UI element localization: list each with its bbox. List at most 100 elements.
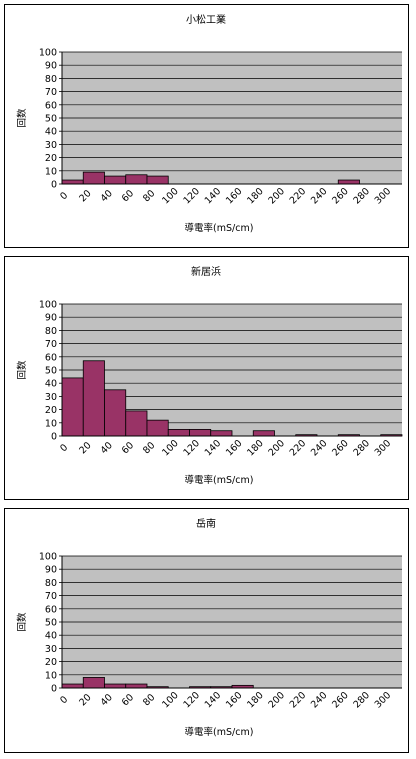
x-tick-label: 200 bbox=[266, 186, 287, 207]
x-tick-label: 0 bbox=[58, 694, 70, 706]
x-tick-label: 160 bbox=[224, 438, 245, 459]
y-tick-label: 50 bbox=[45, 618, 57, 629]
bar bbox=[61, 683, 84, 689]
x-tick-label: 280 bbox=[351, 186, 372, 207]
x-tick-label: 260 bbox=[330, 186, 351, 207]
y-tick-label: 90 bbox=[45, 61, 57, 72]
x-tick-label: 120 bbox=[181, 438, 202, 459]
x-tick-label: 260 bbox=[330, 438, 351, 459]
x-tick-label: 140 bbox=[203, 438, 224, 459]
y-tick-label: 60 bbox=[45, 100, 57, 111]
y-tick-label: 100 bbox=[39, 48, 57, 59]
x-tick-label: 280 bbox=[351, 690, 372, 711]
y-tick-label: 70 bbox=[45, 87, 57, 98]
chart-title: 岳南 bbox=[196, 517, 216, 530]
y-tick-label: 20 bbox=[45, 153, 57, 164]
x-tick-label: 220 bbox=[288, 690, 309, 711]
x-tick-label: 40 bbox=[99, 188, 115, 204]
y-tick-label: 80 bbox=[45, 578, 57, 589]
bar bbox=[104, 175, 127, 185]
chart-panel-niihama: 新居浜 0 10 20 30 40 50 60 70 80 90 100 0 20 40 60 80 100 120… bbox=[4, 256, 409, 500]
y-tick-label: 10 bbox=[45, 166, 57, 177]
x-tick-label: 240 bbox=[309, 690, 330, 711]
chart-panel-komatsu: 小松工業 0 10 20 30 40 50 60 70 80 90 100 0 20 40 60 80 100 12… bbox=[4, 4, 409, 248]
y-tick-label: 100 bbox=[39, 552, 57, 563]
x-tick-label: 280 bbox=[351, 438, 372, 459]
bar bbox=[252, 430, 275, 437]
bar bbox=[125, 683, 148, 689]
x-tick-label: 20 bbox=[77, 692, 93, 708]
x-tick-label: 300 bbox=[373, 690, 394, 711]
y-tick-label: 20 bbox=[45, 657, 57, 668]
x-tick-label: 140 bbox=[203, 186, 224, 207]
y-tick-label: 60 bbox=[45, 352, 57, 363]
x-tick-label: 200 bbox=[266, 690, 287, 711]
x-tick-label: 180 bbox=[245, 186, 266, 207]
y-tick-label: 30 bbox=[45, 644, 57, 655]
y-tick-label: 50 bbox=[45, 366, 57, 377]
bar bbox=[146, 175, 169, 185]
bar bbox=[61, 179, 84, 185]
x-tick-label: 180 bbox=[245, 438, 266, 459]
bar bbox=[337, 179, 360, 185]
x-axis-label: 導電率(mS/cm) bbox=[185, 222, 254, 234]
x-tick-label: 240 bbox=[309, 438, 330, 459]
bar bbox=[104, 683, 127, 689]
x-tick-label: 160 bbox=[224, 186, 245, 207]
bar bbox=[104, 389, 127, 437]
x-tick-label: 20 bbox=[77, 188, 93, 204]
x-tick-label: 200 bbox=[266, 438, 287, 459]
x-tick-label: 300 bbox=[373, 186, 394, 207]
x-tick-label: 80 bbox=[141, 692, 157, 708]
y-tick-label: 10 bbox=[45, 670, 57, 681]
bar bbox=[146, 419, 169, 437]
x-axis-label: 導電率(mS/cm) bbox=[185, 726, 254, 738]
y-tick-label: 30 bbox=[45, 392, 57, 403]
y-axis-label: 回数 bbox=[16, 108, 28, 128]
y-tick-label: 60 bbox=[45, 604, 57, 615]
y-tick-label: 40 bbox=[45, 127, 57, 138]
y-tick-label: 0 bbox=[51, 180, 57, 191]
y-tick-label: 80 bbox=[45, 326, 57, 337]
x-tick-label: 20 bbox=[77, 440, 93, 456]
chart-title: 小松工業 bbox=[186, 13, 226, 26]
x-tick-label: 160 bbox=[224, 690, 245, 711]
bar bbox=[189, 428, 212, 437]
bar bbox=[61, 377, 84, 437]
x-tick-label: 140 bbox=[203, 690, 224, 711]
y-tick-label: 10 bbox=[45, 418, 57, 429]
y-tick-label: 40 bbox=[45, 631, 57, 642]
x-tick-label: 100 bbox=[160, 690, 181, 711]
x-tick-label: 100 bbox=[160, 186, 181, 207]
x-tick-label: 0 bbox=[58, 190, 70, 202]
y-axis-label: 回数 bbox=[16, 360, 28, 380]
y-tick-label: 90 bbox=[45, 313, 57, 324]
x-tick-label: 180 bbox=[245, 690, 266, 711]
y-tick-label: 50 bbox=[45, 114, 57, 125]
x-tick-label: 60 bbox=[120, 692, 136, 708]
y-tick-label: 90 bbox=[45, 565, 57, 576]
x-tick-label: 80 bbox=[141, 440, 157, 456]
y-tick-label: 20 bbox=[45, 405, 57, 416]
x-tick-label: 80 bbox=[141, 188, 157, 204]
x-axis-label: 導電率(mS/cm) bbox=[185, 474, 254, 486]
x-tick-label: 120 bbox=[181, 690, 202, 711]
x-tick-label: 300 bbox=[373, 438, 394, 459]
y-axis-label: 回数 bbox=[16, 612, 28, 632]
bar bbox=[82, 171, 105, 185]
chart-panel-gakunan: 岳南 0 10 20 30 40 50 60 70 80 90 100 0 20 40 60 80 100 120 1… bbox=[4, 508, 409, 753]
x-tick-label: 220 bbox=[288, 438, 309, 459]
x-tick-label: 40 bbox=[99, 692, 115, 708]
y-tick-label: 80 bbox=[45, 74, 57, 85]
x-tick-label: 60 bbox=[120, 188, 136, 204]
bar bbox=[125, 410, 148, 437]
y-tick-label: 30 bbox=[45, 140, 57, 151]
x-tick-label: 60 bbox=[120, 440, 136, 456]
bar bbox=[125, 174, 148, 185]
x-tick-label: 220 bbox=[288, 186, 309, 207]
x-tick-label: 260 bbox=[330, 690, 351, 711]
bar bbox=[82, 360, 105, 437]
